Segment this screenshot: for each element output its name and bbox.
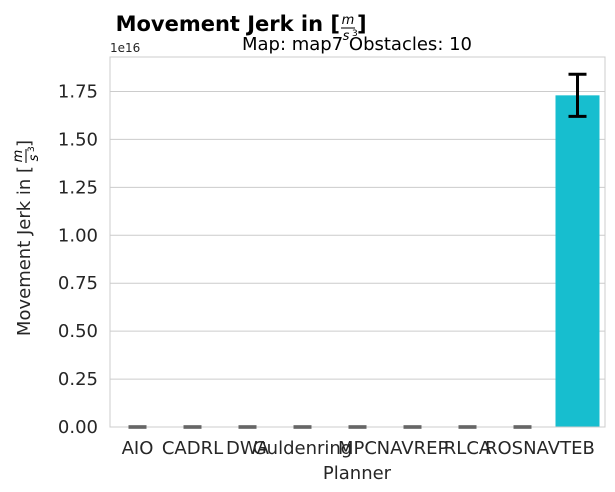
chart-title: Movement Jerk in [	[116, 12, 340, 36]
bars	[556, 95, 600, 427]
y-axis-unit-numerator: m	[11, 150, 26, 163]
y-tick-label: 1.50	[58, 129, 98, 150]
x-tick-label: MPC	[338, 438, 377, 459]
x-tick-label: NAVREP	[377, 438, 449, 459]
y-tick-label: 1.25	[58, 177, 98, 198]
gridlines	[110, 92, 605, 427]
y-axis-label-text: Movement Jerk in [	[14, 166, 35, 336]
title-close-bracket: ]	[357, 12, 367, 36]
bar	[556, 95, 600, 427]
x-axis-label: Planner	[323, 463, 392, 484]
y-tick-label: 0.25	[58, 369, 98, 390]
x-tick-label: CADRL	[162, 438, 223, 459]
chart-subtitle: Map: map7 Obstacles: 10	[242, 34, 472, 55]
y-tick-label: 0.00	[58, 417, 98, 438]
x-tick-label: ROSNAV	[485, 438, 561, 459]
plot-frame	[110, 57, 605, 427]
y-tick-label: 1.75	[58, 82, 98, 103]
y-tick-label: 1.00	[58, 225, 98, 246]
y-tick-label: 0.75	[58, 273, 98, 294]
y-axis-close-bracket: ]	[14, 140, 35, 147]
title-unit-numerator: m	[342, 13, 355, 28]
x-tick-label: AIO	[122, 438, 154, 459]
y-offset-label: 1e16	[110, 41, 140, 55]
error-bars	[129, 74, 587, 427]
y-axis-unit-denominator: s	[27, 154, 42, 161]
y-tick-labels: 0.00 0.25 0.50 0.75 1.00 1.25 1.50 1.75	[58, 82, 98, 438]
y-tick-label: 0.50	[58, 321, 98, 342]
y-axis-label: Movement Jerk in [ m s 3 ]	[11, 140, 42, 336]
x-tick-label: TEB	[559, 438, 595, 459]
